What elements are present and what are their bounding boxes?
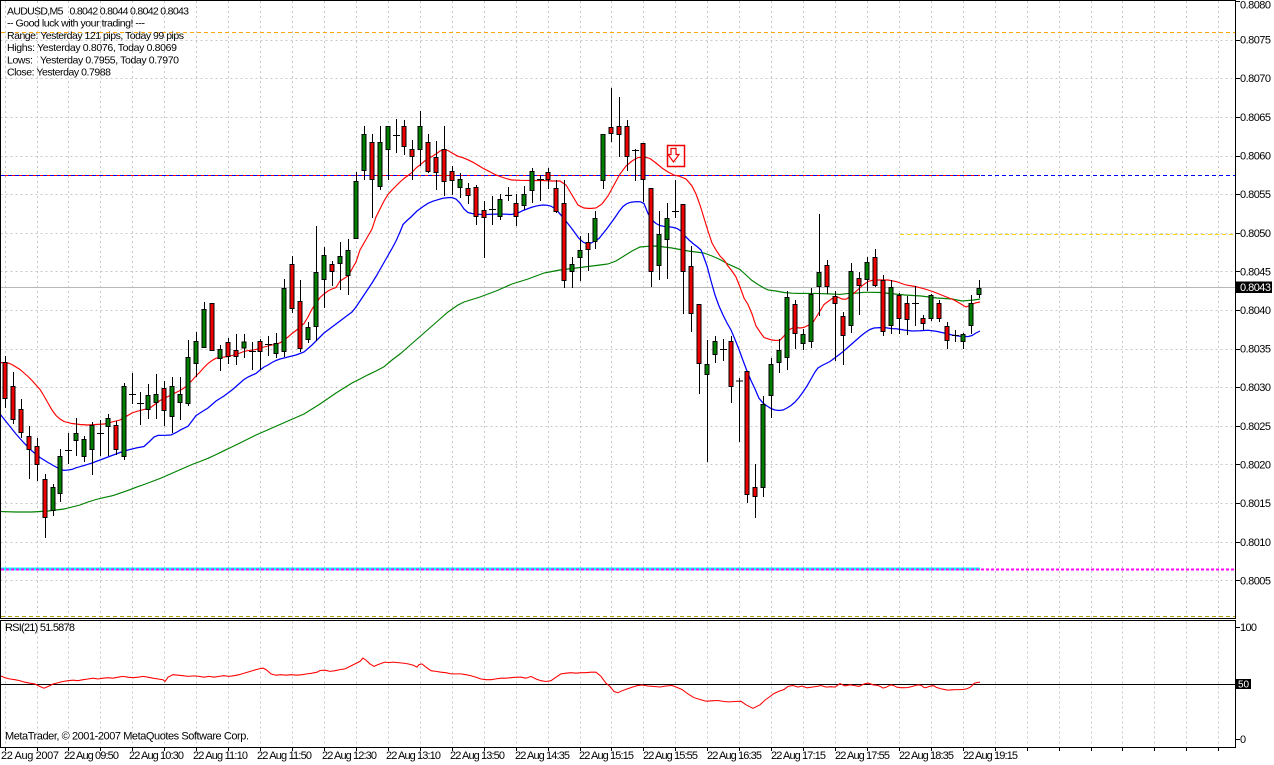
svg-text:22 Aug 13:50: 22 Aug 13:50 — [450, 750, 505, 762]
svg-text:0.8035: 0.8035 — [1240, 344, 1271, 356]
svg-text:RSI(21) 51.5878: RSI(21) 51.5878 — [5, 622, 75, 634]
svg-text:0.8020: 0.8020 — [1240, 460, 1271, 472]
svg-text:0.8030: 0.8030 — [1240, 382, 1271, 394]
svg-text:22 Aug 17:55: 22 Aug 17:55 — [835, 750, 890, 762]
svg-text:0.8045: 0.8045 — [1240, 266, 1271, 278]
svg-text:Close: Yesterday 0.7988: Close: Yesterday 0.7988 — [7, 67, 111, 79]
svg-text:22 Aug 11:10: 22 Aug 11:10 — [193, 750, 248, 762]
svg-text:22 Aug 09:50: 22 Aug 09:50 — [64, 750, 119, 762]
svg-text:AUDUSD,M5 0.8042 0.8044 0.80: AUDUSD,M5 0.8042 0.8044 0.8042 0.8043 — [7, 6, 189, 18]
svg-text:22 Aug 17:15: 22 Aug 17:15 — [771, 750, 826, 762]
svg-text:22 Aug 2007: 22 Aug 2007 — [1, 750, 59, 762]
svg-text:0.8065: 0.8065 — [1240, 112, 1271, 124]
svg-text:22 Aug 11:50: 22 Aug 11:50 — [257, 750, 312, 762]
svg-text:0.8080: 0.8080 — [1240, 0, 1271, 12]
svg-text:0.8010: 0.8010 — [1240, 537, 1271, 549]
svg-text:-- Good luck with your trading: -- Good luck with your trading! --- — [7, 18, 146, 30]
svg-text:0.8040: 0.8040 — [1240, 305, 1271, 317]
svg-text:0.8050: 0.8050 — [1240, 228, 1271, 240]
svg-text:22 Aug 19:15: 22 Aug 19:15 — [963, 750, 1018, 762]
svg-text:0.8055: 0.8055 — [1240, 189, 1271, 201]
svg-text:0.8015: 0.8015 — [1240, 498, 1271, 510]
svg-text:22 Aug 13:10: 22 Aug 13:10 — [386, 750, 441, 762]
svg-text:22 Aug 18:35: 22 Aug 18:35 — [899, 750, 954, 762]
svg-text:0.8025: 0.8025 — [1240, 421, 1271, 433]
svg-text:22 Aug 14:35: 22 Aug 14:35 — [515, 750, 570, 762]
svg-text:0.8060: 0.8060 — [1240, 151, 1271, 163]
svg-text:0.8075: 0.8075 — [1240, 35, 1271, 47]
svg-text:50: 50 — [1238, 680, 1249, 691]
svg-text:22 Aug 16:35: 22 Aug 16:35 — [707, 750, 762, 762]
svg-text:Range: Yesterday 121 pips, Tod: Range: Yesterday 121 pips, Today 99 pips — [7, 30, 184, 42]
svg-text:Lows: Yesterday 0.7955, Toda: Lows: Yesterday 0.7955, Today 0.7970 — [7, 54, 179, 66]
svg-text:0.8070: 0.8070 — [1240, 73, 1271, 85]
svg-text:22 Aug 15:15: 22 Aug 15:15 — [579, 750, 634, 762]
svg-text:0.8005: 0.8005 — [1240, 575, 1271, 587]
svg-text:0.8043: 0.8043 — [1240, 282, 1271, 294]
svg-text:MetaTrader, © 2001-2007 MetaQu: MetaTrader, © 2001-2007 MetaQuotes Softw… — [5, 731, 249, 743]
svg-text:0: 0 — [1240, 734, 1246, 746]
svg-text:100: 100 — [1240, 622, 1257, 634]
svg-text:22 Aug 12:30: 22 Aug 12:30 — [322, 750, 377, 762]
svg-text:22 Aug 15:55: 22 Aug 15:55 — [643, 750, 698, 762]
svg-text:Highs: Yesterday 0.8076, Today: Highs: Yesterday 0.8076, Today 0.8069 — [7, 42, 177, 54]
svg-text:22 Aug 10:30: 22 Aug 10:30 — [129, 750, 184, 762]
